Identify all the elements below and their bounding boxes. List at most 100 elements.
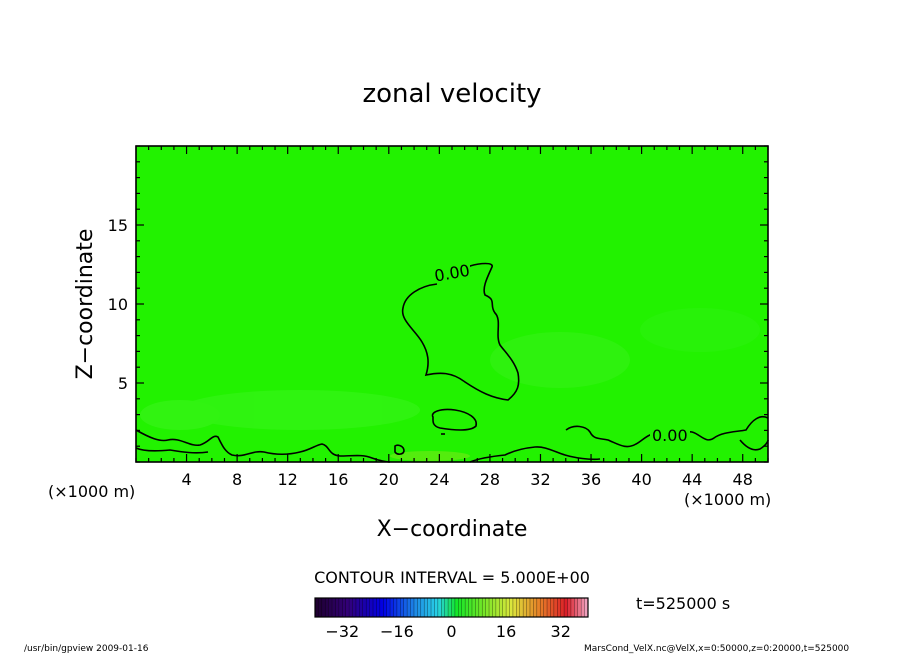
footer-left: /usr/bin/gpview 2009-01-16: [24, 644, 149, 654]
colorbar-cell: [410, 598, 415, 617]
colorbar-cell: [342, 598, 347, 617]
x-tick-label: 40: [631, 470, 651, 489]
colorbar-cell: [349, 598, 353, 617]
colorbar-cell: [325, 598, 329, 617]
colorbar-cell: [451, 598, 456, 617]
colorbar-cell: [386, 598, 391, 617]
colorbar-cell: [366, 598, 370, 617]
colorbar-cell: [557, 598, 561, 617]
y-axis-label: Z−coordinate: [73, 229, 98, 380]
colorbar-cell: [547, 598, 551, 617]
colorbar-cell: [512, 598, 517, 617]
colorbar-cell: [454, 598, 459, 617]
y-tick-label: 10: [108, 295, 128, 314]
colorbar-cell: [424, 598, 428, 617]
colorbar-cell: [523, 598, 527, 617]
x-tick-label: 8: [232, 470, 242, 489]
colorbar-cell: [540, 598, 544, 617]
x-axis: 4 8 12 16 20 24 28 32 36 40 44 48: [135, 146, 769, 489]
colorbar-cell: [533, 598, 538, 617]
colorbar-cell: [485, 598, 490, 617]
colorbar-cell: [495, 598, 500, 617]
colorbar-cell: [492, 598, 497, 617]
colorbar-cell: [383, 598, 387, 617]
x-tick-label: 24: [429, 470, 449, 489]
colorbar-cell: [526, 598, 531, 617]
colorbar-cell: [396, 598, 401, 617]
colorbar-cell: [489, 598, 493, 617]
colorbar-cell: [315, 598, 319, 617]
colorbar-cell: [482, 598, 486, 617]
x-tick-label: 36: [581, 470, 601, 489]
colorbar-ticks: −32 −16 0 16 32: [325, 622, 570, 641]
colorbar-tick-label: 32: [551, 622, 571, 641]
colorbar-tick-label: 16: [496, 622, 516, 641]
colorbar-cell: [465, 598, 469, 617]
x-tick-label: 12: [278, 470, 298, 489]
colorbar-cell: [509, 598, 514, 617]
x-tick-label: 20: [379, 470, 399, 489]
colorbar-cell: [355, 598, 360, 617]
x-tick-label: 32: [530, 470, 550, 489]
contour-bottom-left: [135, 429, 391, 463]
colorbar-cell: [403, 598, 408, 617]
colorbar-cell: [581, 598, 585, 617]
x-axis-label: X−coordinate: [377, 517, 528, 542]
x-tick-label: 48: [733, 470, 753, 489]
x-unit-label-left: (×1000 m): [48, 482, 135, 501]
footer-right: MarsCond_VelX.nc@VelX,x=0:50000,z=0:2000…: [584, 644, 849, 654]
y-axis: 5 10 15: [108, 145, 768, 463]
colorbar-tick-label: 0: [446, 622, 456, 641]
colorbar-cell: [448, 598, 452, 617]
colorbar-cell: [379, 598, 384, 617]
contour-bottom-left-2: [135, 447, 209, 454]
x-tick-label: 44: [682, 470, 702, 489]
colorbar-cell: [468, 598, 473, 617]
contour-interval: CONTOUR INTERVAL = 5.000E+00: [314, 568, 590, 587]
contour-lines: [135, 262, 769, 463]
contour-bottom-mid: [469, 446, 601, 463]
field-variations: [140, 308, 760, 461]
colorbar-cell: [345, 598, 350, 617]
colorbar-cell: [362, 598, 367, 617]
colorbar-cell: [458, 598, 463, 617]
colorbar-cell: [550, 598, 555, 617]
colorbar-cell: [584, 598, 589, 617]
colorbar-cell: [567, 598, 572, 617]
colorbar-cell: [335, 598, 340, 617]
colorbar-cell: [369, 598, 374, 617]
colorbar-cell: [564, 598, 568, 617]
contour-small-lobe: [431, 408, 478, 431]
colorbar-cell: [420, 598, 425, 617]
colorbar-cell: [321, 598, 326, 617]
colorbar-cell: [444, 598, 449, 617]
colorbar-cell: [499, 598, 503, 617]
colorbar-cell: [461, 598, 466, 617]
colorbar-cell: [471, 598, 476, 617]
contour-upper: [401, 262, 520, 401]
colorbar-cell: [400, 598, 405, 617]
x-unit-label-right: (×1000 m): [684, 490, 771, 509]
colorbar-tick-label: −32: [325, 622, 359, 641]
x-tick-label: 4: [181, 470, 191, 489]
colorbar-cell: [407, 598, 411, 617]
colorbar-cell: [393, 598, 398, 617]
colorbar-tick-label: −16: [380, 622, 414, 641]
colorbar-cell: [529, 598, 534, 617]
colorbar-cell: [519, 598, 524, 617]
colorbar-cell: [543, 598, 548, 617]
colorbar-cell: [570, 598, 575, 617]
colorbar-cell: [417, 598, 422, 617]
chart-title: zonal velocity: [362, 79, 541, 109]
colorbar-cell: [431, 598, 435, 617]
colorbar-cell: [373, 598, 377, 617]
colorbar-cell: [506, 598, 510, 617]
colorbar-cell: [338, 598, 343, 617]
x-tick-label: 28: [480, 470, 500, 489]
colorbar-cell: [328, 598, 333, 617]
colorbar-cell: [332, 598, 336, 617]
y-tick-label: 5: [118, 374, 128, 393]
colorbar-frame: [314, 597, 589, 618]
colorbar-cell: [359, 598, 364, 617]
colorbar-cell: [441, 598, 445, 617]
